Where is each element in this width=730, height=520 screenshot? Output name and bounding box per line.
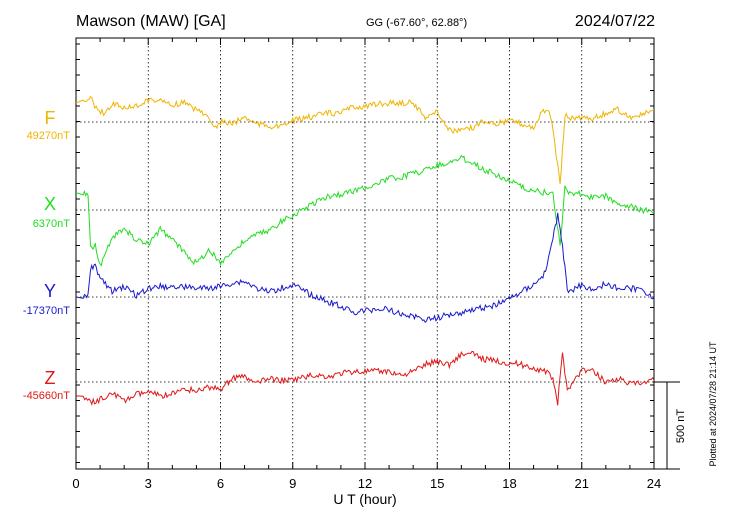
x-tick-label: 12 [358, 476, 372, 491]
x-tick-label: 3 [145, 476, 152, 491]
baselines [76, 121, 654, 383]
plot-date: 2024/07/22 [575, 13, 655, 30]
x-tick-label: 9 [289, 476, 296, 491]
trace-y [75, 212, 655, 323]
station-coords: GG (-67.60°, 62.88°) [366, 17, 467, 29]
x-tick-label: 0 [72, 476, 79, 491]
x-tick-label: 6 [217, 476, 224, 491]
series-baseline-x: 6370nT [33, 218, 71, 230]
series-name-y: Y [44, 281, 56, 301]
series-labels: F 49270nT X 6370nT Y -17370nT Z -45660nT [23, 108, 70, 402]
series-name-f: F [45, 108, 56, 128]
trace-f [75, 95, 655, 184]
x-tick-label: 15 [430, 476, 444, 491]
x-tick-label: 24 [647, 476, 661, 491]
series-name-z: Z [45, 368, 56, 388]
scale-bar-label: 500 nT [675, 409, 687, 444]
station-title: Mawson (MAW) [GA] [76, 13, 226, 30]
scale-bar: 500 nT [654, 381, 687, 470]
x-tick-label: 18 [502, 476, 516, 491]
series-name-x: X [44, 194, 56, 214]
traces [75, 95, 655, 406]
x-tick-label: 21 [575, 476, 589, 491]
x-ticks: 0 3 6 9 12 15 18 21 24 [72, 38, 661, 491]
x-axis-label: U T (hour) [333, 491, 396, 507]
series-baseline-z: -45660nT [23, 390, 70, 402]
series-baseline-f: 49270nT [27, 130, 71, 142]
series-baseline-y: -17370nT [23, 305, 70, 317]
plotted-at-note: Plotted at 2024/07/28 21:14 UT [708, 341, 718, 467]
trace-z [75, 350, 655, 406]
trace-x [75, 154, 655, 267]
